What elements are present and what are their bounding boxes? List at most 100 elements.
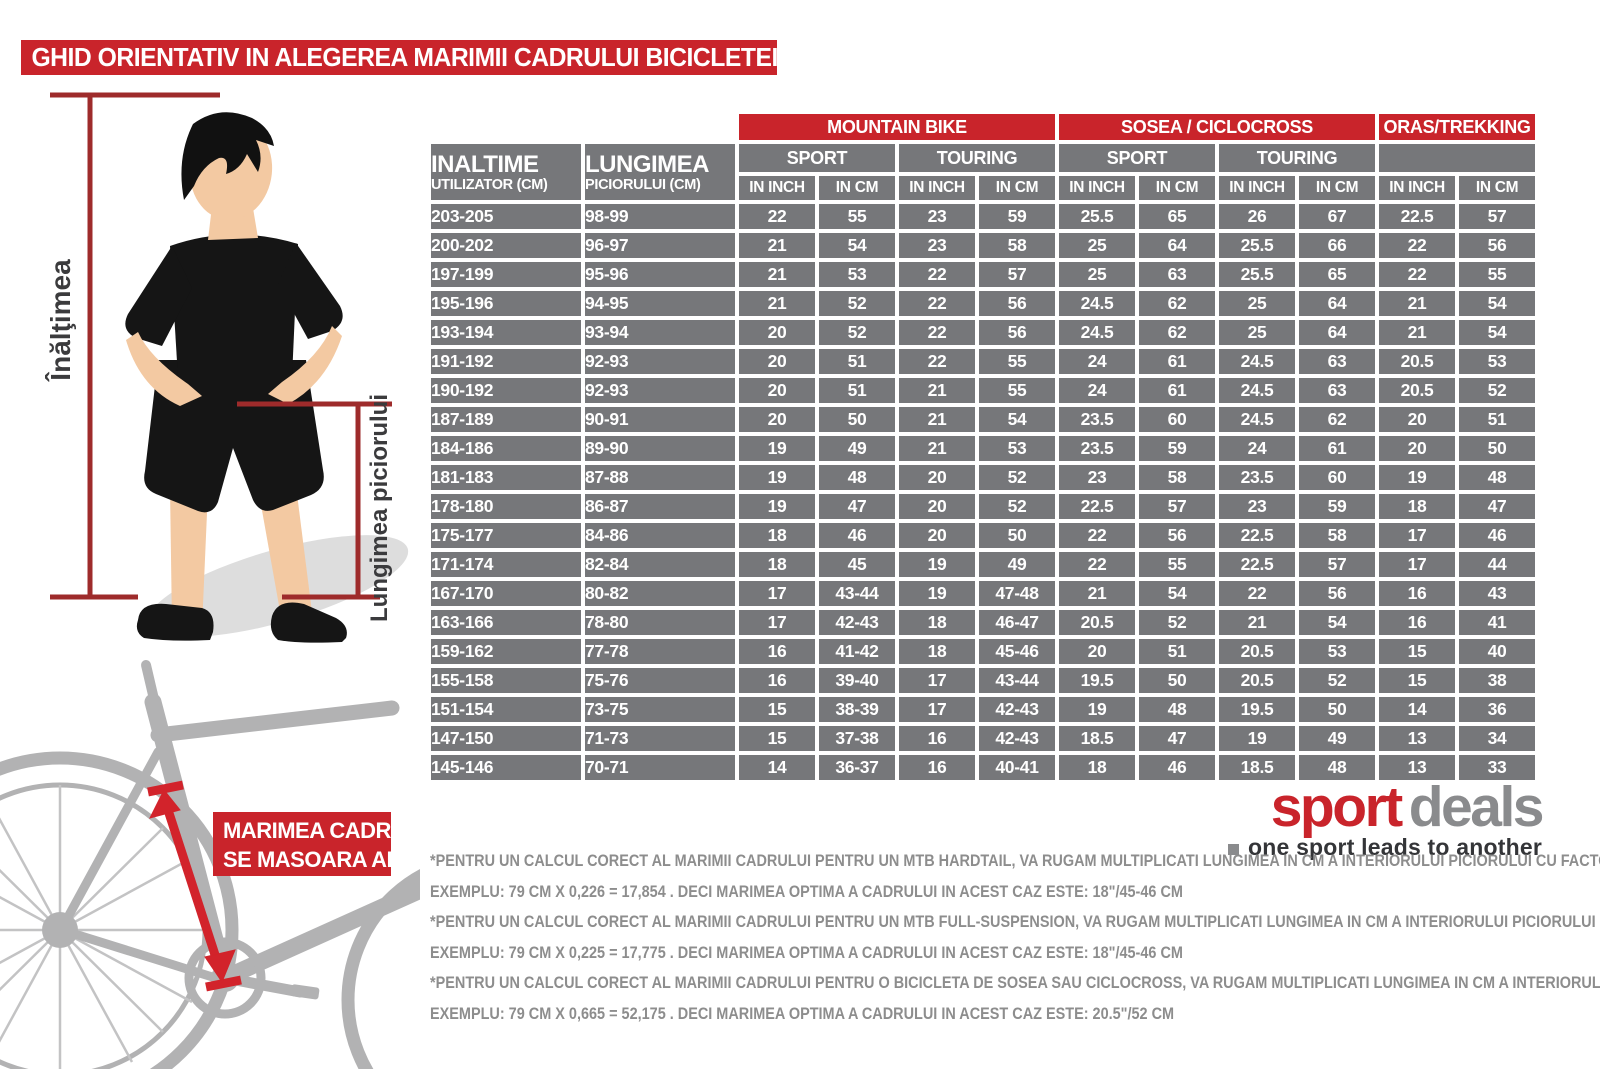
value-cell: 36-37 xyxy=(819,755,895,780)
value-cell: 20.5 xyxy=(1379,349,1456,374)
group-header-row: MOUNTAIN BIKE SOSEA / CICLOCROSS ORAS/TR… xyxy=(431,114,1536,140)
value-cell: 64 xyxy=(1299,291,1376,316)
value-cell: 17 xyxy=(899,697,975,722)
value-cell: 56 xyxy=(1459,233,1536,258)
value-cell: 61 xyxy=(1299,436,1376,461)
logo-deals-text: deals xyxy=(1408,775,1545,839)
footnote-line: EXEMPLU: 79 CM X 0,665 = 52,175 . DECI M… xyxy=(430,1003,1175,1023)
leg-range-cell: 98-99 xyxy=(585,204,735,229)
value-cell: 56 xyxy=(979,291,1056,316)
unit-cm: IN CM xyxy=(819,176,895,200)
value-cell: 19 xyxy=(1379,465,1456,490)
value-cell: 17 xyxy=(739,581,815,606)
value-cell: 33 xyxy=(1459,755,1536,780)
value-cell: 23 xyxy=(899,204,975,229)
value-cell: 25 xyxy=(1059,262,1136,287)
value-cell: 20 xyxy=(739,407,815,432)
value-cell: 20 xyxy=(739,378,815,403)
value-cell: 61 xyxy=(1139,378,1216,403)
value-cell: 24.5 xyxy=(1059,291,1136,316)
value-cell: 23.5 xyxy=(1219,465,1296,490)
value-cell: 53 xyxy=(1299,639,1376,664)
bicycle-figure xyxy=(0,660,420,1069)
value-cell: 52 xyxy=(819,320,895,345)
leg-range-cell: 92-93 xyxy=(585,349,735,374)
value-cell: 46 xyxy=(1459,523,1536,548)
height-measure-lines xyxy=(50,92,220,600)
value-cell: 14 xyxy=(1379,697,1456,722)
value-cell: 56 xyxy=(1299,581,1376,606)
value-cell: 15 xyxy=(739,697,815,722)
shoe-left xyxy=(136,603,214,641)
unit-cm: IN CM xyxy=(979,176,1056,200)
inaltime-label: INALTIME xyxy=(431,150,539,178)
value-cell: 22 xyxy=(899,349,975,374)
value-cell: 60 xyxy=(1139,407,1216,432)
table-row: 167-170 80-82 17 43-44 19 47-48 21 54 22… xyxy=(431,581,1536,606)
footnote-line: *PENTRU UN CALCUL CORECT AL MARIMII CADR… xyxy=(430,973,1600,993)
frame-size-arrow xyxy=(147,780,242,992)
value-cell: 49 xyxy=(1299,726,1376,751)
value-cell: 19 xyxy=(1059,697,1136,722)
value-cell: 16 xyxy=(899,726,975,751)
front-wheel xyxy=(341,869,420,1069)
value-cell: 18 xyxy=(739,552,815,577)
value-cell: 66 xyxy=(1299,233,1376,258)
tshirt xyxy=(170,234,298,378)
leg-range-cell: 96-97 xyxy=(585,233,735,258)
height-range-cell: 203-205 xyxy=(431,204,581,229)
value-cell: 63 xyxy=(1299,349,1376,374)
value-cell: 57 xyxy=(1459,204,1536,229)
value-cell: 56 xyxy=(979,320,1056,345)
group-mountain-bike: MOUNTAIN BIKE xyxy=(739,114,1056,140)
value-cell: 50 xyxy=(979,523,1056,548)
value-cell: 14 xyxy=(739,755,815,780)
height-range-cell: 197-199 xyxy=(431,262,581,287)
value-cell: 57 xyxy=(1139,494,1216,519)
value-cell: 38 xyxy=(1459,668,1536,693)
leg-range-cell: 82-84 xyxy=(585,552,735,577)
value-cell: 25.5 xyxy=(1219,262,1296,287)
value-cell: 55 xyxy=(1459,262,1536,287)
height-range-cell: 163-166 xyxy=(431,610,581,635)
page-title: GHID ORIENTATIV IN ALEGEREA MARIMII CADR… xyxy=(21,40,778,75)
value-cell: 53 xyxy=(819,262,895,287)
col-header-inaltime: INALTIME UTILIZATOR (CM) xyxy=(431,144,581,200)
height-range-cell: 195-196 xyxy=(431,291,581,316)
height-range-cell: 159-162 xyxy=(431,639,581,664)
value-cell: 23.5 xyxy=(1059,407,1136,432)
value-cell: 18 xyxy=(739,523,815,548)
leg-range-cell: 90-91 xyxy=(585,407,735,432)
value-cell: 22 xyxy=(899,320,975,345)
rear-wheel xyxy=(0,751,239,1069)
value-cell: 20.5 xyxy=(1379,378,1456,403)
value-cell: 67 xyxy=(1299,204,1376,229)
table-row: 190-192 92-93 20 51 21 55 24 61 24.5 63 … xyxy=(431,378,1536,403)
value-cell: 22.5 xyxy=(1059,494,1136,519)
value-cell: 43 xyxy=(1459,581,1536,606)
value-cell: 21 xyxy=(739,291,815,316)
leg-range-cell: 78-80 xyxy=(585,610,735,635)
hair xyxy=(181,112,274,200)
table-row: 200-202 96-97 21 54 23 58 25 64 25.5 66 … xyxy=(431,233,1536,258)
height-range-cell: 147-150 xyxy=(431,726,581,751)
value-cell: 46 xyxy=(1139,755,1216,780)
table-row: 191-192 92-93 20 51 22 55 24 61 24.5 63 … xyxy=(431,349,1536,374)
value-cell: 43-44 xyxy=(979,668,1056,693)
value-cell: 17 xyxy=(739,610,815,635)
value-cell: 54 xyxy=(819,233,895,258)
value-cell: 13 xyxy=(1379,755,1456,780)
value-cell: 61 xyxy=(1139,349,1216,374)
leg-range-cell: 75-76 xyxy=(585,668,735,693)
value-cell: 25 xyxy=(1219,320,1296,345)
height-range-cell: 175-177 xyxy=(431,523,581,548)
value-cell: 64 xyxy=(1299,320,1376,345)
value-cell: 18.5 xyxy=(1219,755,1296,780)
value-cell: 57 xyxy=(979,262,1056,287)
value-cell: 13 xyxy=(1379,726,1456,751)
unit-inch: IN INCH xyxy=(1059,176,1136,200)
height-label: Înălţimea xyxy=(45,259,76,383)
table-row: 163-166 78-80 17 42-43 18 46-47 20.5 52 … xyxy=(431,610,1536,635)
value-cell: 55 xyxy=(979,349,1056,374)
table-row: 187-189 90-91 20 50 21 54 23.5 60 24.5 6… xyxy=(431,407,1536,432)
